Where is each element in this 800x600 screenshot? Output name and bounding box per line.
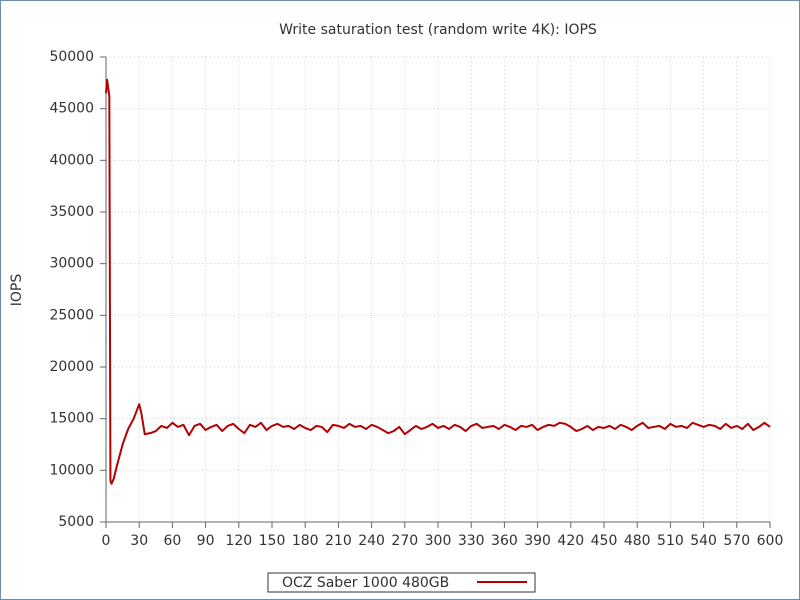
- data-line: [105, 78, 771, 485]
- chart-title: Write saturation test (random write 4K):…: [279, 22, 597, 38]
- x-tick-label: 540: [690, 533, 717, 549]
- x-tick-label: 150: [259, 533, 286, 549]
- x-tick-label: 600: [757, 533, 784, 549]
- y-tick-label: 5000: [58, 514, 94, 530]
- x-tick-label: 120: [225, 533, 252, 549]
- x-tick-label: 390: [524, 533, 551, 549]
- x-tick-label: 270: [391, 533, 418, 549]
- y-tick-label: 30000: [49, 256, 94, 272]
- y-tick-label: 35000: [49, 204, 94, 220]
- x-tick-label: 300: [425, 533, 452, 549]
- x-tick-label: 180: [292, 533, 319, 549]
- y-tick-label: 15000: [49, 411, 94, 427]
- y-tick-label: 50000: [49, 49, 94, 65]
- x-tick-label: 450: [591, 533, 618, 549]
- x-tick-label: 0: [102, 533, 111, 549]
- y-tick-label: 25000: [49, 307, 94, 323]
- x-tick-label: 210: [325, 533, 352, 549]
- y-tick-label: 45000: [49, 101, 94, 117]
- x-tick-label: 570: [723, 533, 750, 549]
- x-tick-label: 510: [657, 533, 684, 549]
- x-tick-label: 480: [624, 533, 651, 549]
- y-tick-label: 10000: [49, 462, 94, 478]
- x-tick-label: 330: [458, 533, 485, 549]
- x-tick-label: 30: [130, 533, 148, 549]
- x-tick-label: 60: [163, 533, 181, 549]
- y-tick-label: 40000: [49, 152, 94, 168]
- y-axis-label: IOPS: [9, 274, 25, 307]
- y-tick-label: 20000: [49, 359, 94, 375]
- legend-label: OCZ Saber 1000 480GB: [282, 575, 449, 591]
- x-tick-label: 90: [197, 533, 215, 549]
- legend-box: [267, 572, 536, 593]
- x-tick-label: 240: [358, 533, 385, 549]
- x-tick-label: 420: [557, 533, 584, 549]
- x-tick-label: 360: [491, 533, 518, 549]
